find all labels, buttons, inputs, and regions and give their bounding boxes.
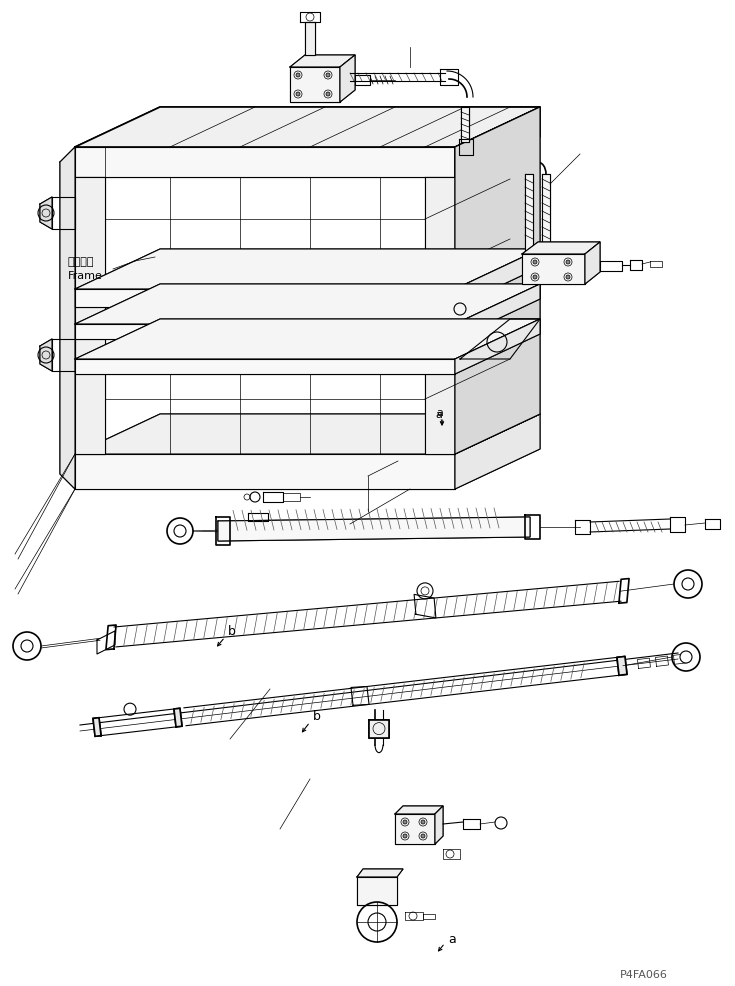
Polygon shape [455, 414, 540, 489]
Circle shape [533, 276, 537, 280]
Polygon shape [435, 807, 443, 844]
Polygon shape [425, 177, 455, 455]
Polygon shape [369, 720, 389, 738]
Polygon shape [218, 518, 530, 541]
Polygon shape [75, 249, 540, 290]
Polygon shape [522, 243, 600, 254]
Circle shape [421, 834, 425, 838]
Circle shape [682, 579, 694, 591]
Circle shape [296, 93, 300, 97]
Polygon shape [75, 455, 455, 489]
Circle shape [566, 260, 570, 264]
Circle shape [174, 526, 186, 537]
Text: a: a [436, 407, 443, 418]
Circle shape [326, 93, 330, 97]
Polygon shape [174, 709, 182, 727]
Polygon shape [395, 814, 435, 844]
Polygon shape [395, 807, 443, 814]
Polygon shape [455, 285, 540, 339]
Text: フレーム: フレーム [68, 256, 95, 267]
Polygon shape [617, 657, 627, 675]
Polygon shape [455, 249, 540, 308]
Polygon shape [461, 107, 469, 143]
Polygon shape [75, 107, 540, 148]
Polygon shape [522, 254, 585, 285]
Polygon shape [357, 878, 397, 905]
Text: b: b [228, 625, 236, 638]
Polygon shape [357, 869, 403, 878]
Text: a: a [448, 933, 456, 946]
Polygon shape [340, 56, 355, 103]
Circle shape [403, 820, 407, 824]
Circle shape [680, 652, 692, 664]
Polygon shape [93, 718, 101, 737]
Circle shape [21, 640, 33, 653]
Circle shape [296, 74, 300, 78]
Text: P4FA066: P4FA066 [620, 969, 668, 979]
Polygon shape [585, 243, 600, 285]
Text: Frame: Frame [68, 271, 103, 281]
Polygon shape [75, 290, 455, 308]
Polygon shape [455, 319, 540, 375]
Circle shape [403, 834, 407, 838]
Circle shape [533, 260, 537, 264]
Polygon shape [290, 68, 340, 103]
Polygon shape [75, 148, 455, 177]
Polygon shape [75, 177, 105, 455]
Polygon shape [40, 339, 52, 372]
Circle shape [421, 820, 425, 824]
Circle shape [326, 74, 330, 78]
Polygon shape [542, 175, 550, 254]
Circle shape [566, 276, 570, 280]
Polygon shape [75, 319, 540, 360]
Polygon shape [75, 360, 455, 375]
Polygon shape [40, 198, 52, 230]
Polygon shape [305, 23, 315, 56]
Polygon shape [60, 148, 75, 489]
Polygon shape [75, 324, 455, 339]
Polygon shape [455, 107, 540, 455]
Text: b: b [313, 710, 321, 723]
Polygon shape [75, 285, 540, 324]
Text: a: a [435, 409, 442, 420]
Polygon shape [525, 175, 533, 254]
Polygon shape [455, 107, 540, 177]
Polygon shape [75, 414, 540, 455]
Polygon shape [290, 56, 355, 68]
